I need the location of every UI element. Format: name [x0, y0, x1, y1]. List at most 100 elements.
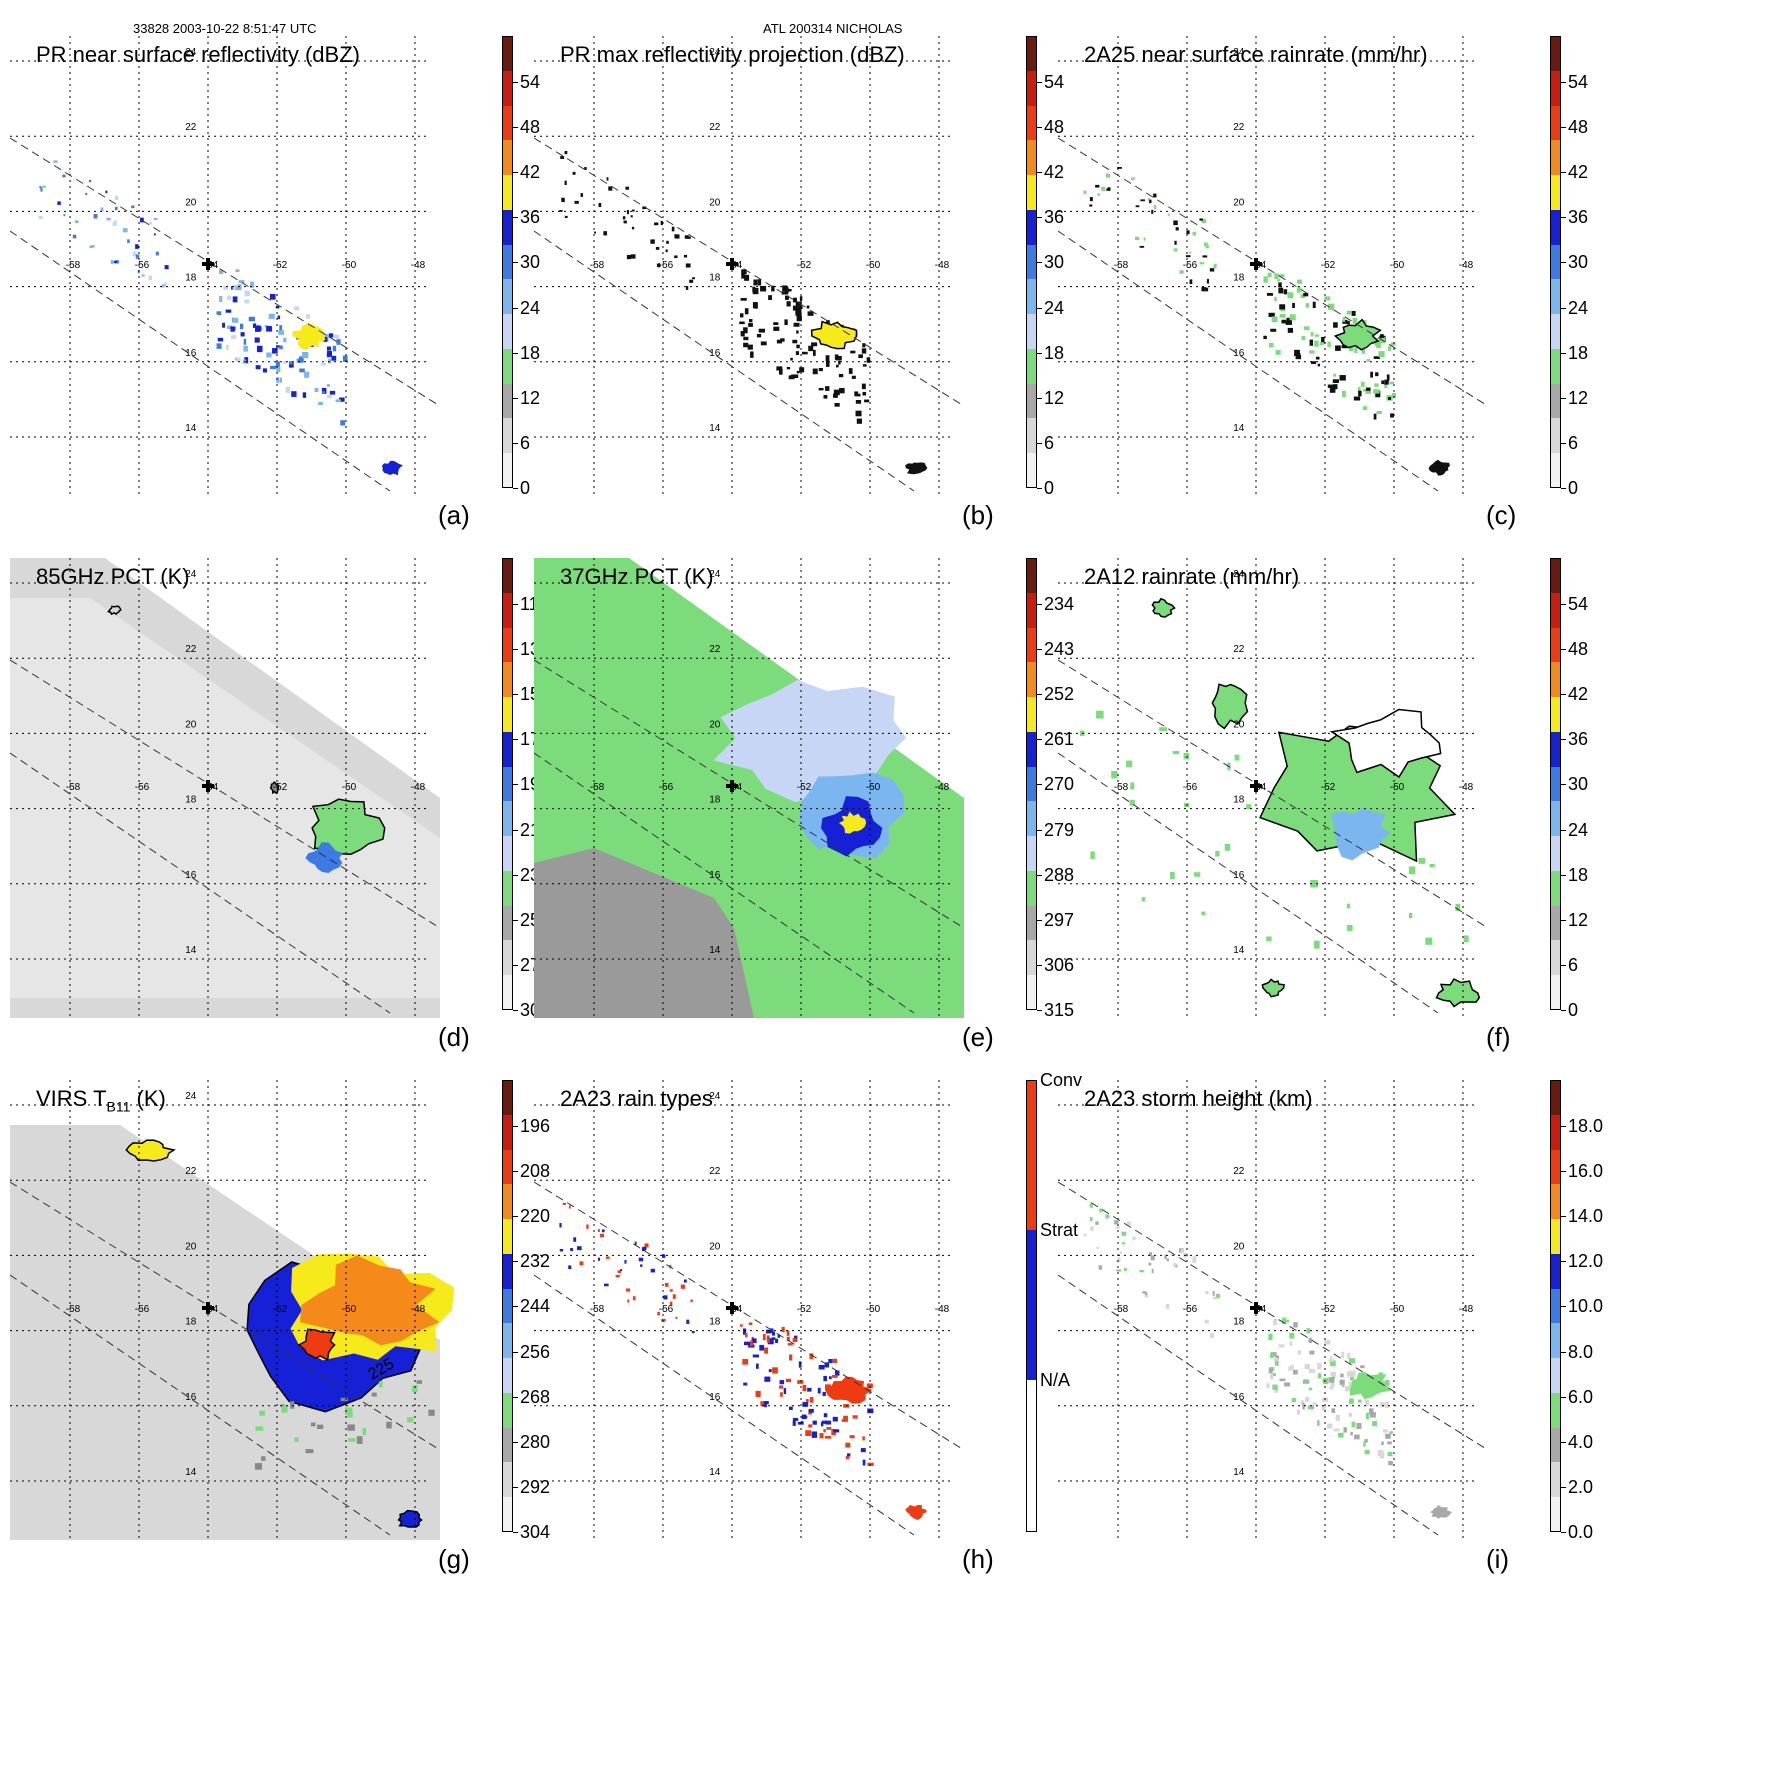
colorbar-tick-mark — [1037, 442, 1042, 444]
pr-echo-west — [164, 282, 167, 287]
panel-title-a: PR near surface reflectivity (dBZ) — [36, 42, 360, 67]
pr-echo — [764, 1401, 769, 1405]
pr-echo — [789, 1354, 793, 1361]
lon-label: -56 — [135, 782, 150, 793]
pr-echo — [786, 1336, 790, 1342]
lat-label: 16 — [709, 348, 721, 359]
pr-echo — [266, 326, 273, 332]
lat-label: 16 — [185, 348, 197, 359]
pr-echo — [256, 345, 263, 353]
pr-echo — [1363, 388, 1369, 392]
lat-label: 22 — [1233, 122, 1245, 133]
colorbar-tick-label: 244 — [520, 1296, 551, 1317]
colorbar-tick-label: 0 — [1568, 999, 1579, 1020]
pr-echo-west — [1119, 1251, 1123, 1254]
lat-label: 22 — [709, 644, 721, 655]
lat-label: 18 — [1233, 273, 1245, 284]
pr-echo — [812, 1420, 817, 1425]
pr-echo — [786, 1330, 790, 1336]
pr-echo — [764, 1376, 771, 1382]
pr-echo-west — [625, 186, 629, 190]
pr-echo-west — [584, 167, 587, 170]
colorbar-tick-mark — [1561, 1126, 1566, 1127]
pr-echo — [1275, 349, 1281, 355]
colorbar-segment — [1550, 697, 1561, 733]
pr-echo — [342, 355, 348, 362]
colorbar-tick-mark — [513, 1171, 518, 1173]
colorbar-tick-label: 304 — [520, 1521, 551, 1542]
pr-echo — [1297, 1409, 1300, 1415]
pr-echo — [1350, 1377, 1355, 1381]
tmi-rain-cell — [1463, 935, 1469, 943]
pr-echo-west — [1096, 1246, 1099, 1250]
colorbar-tick-label: 256 — [520, 1341, 551, 1362]
pr-echo-west — [560, 156, 565, 159]
pr-echo — [1327, 1423, 1333, 1429]
virs-cell — [412, 1385, 418, 1393]
colorbar-tick-mark — [513, 172, 518, 174]
colorbar-tick-mark — [1561, 172, 1566, 174]
swath-edge-south — [1058, 230, 1439, 492]
pct37-warm-region — [534, 848, 754, 1018]
colorbar-tick-mark — [1561, 919, 1566, 921]
colorbar-segment — [1550, 418, 1561, 454]
pr-echo — [807, 1387, 812, 1392]
pr-echo — [792, 1420, 796, 1426]
lon-label: -52 — [1321, 1304, 1336, 1315]
lon-label: -52 — [797, 782, 812, 793]
pr-echo — [806, 305, 810, 309]
colorbar-tick-label: 18 — [1044, 342, 1065, 363]
pr-echo-west — [691, 1330, 695, 1334]
colorbar-frame — [502, 558, 513, 1010]
tmi-rain-cell — [1455, 903, 1461, 911]
pr-echo-west — [658, 263, 661, 268]
lon-label: -50 — [866, 782, 881, 793]
colorbar-tick-label: 220 — [520, 1206, 551, 1227]
colorbar-tick-mark — [513, 1531, 518, 1533]
pr-echo — [225, 309, 232, 313]
pr-echo — [1289, 1341, 1293, 1346]
pr-echo — [238, 280, 245, 283]
colorbar-segment — [1026, 697, 1037, 733]
pr-echo — [1378, 351, 1385, 358]
pr-echo-west — [1107, 187, 1111, 191]
pr-echo-west — [1192, 232, 1196, 236]
colorbar-tick-mark — [1037, 82, 1042, 83]
pr-echo — [288, 361, 293, 365]
pr-echo — [760, 1401, 765, 1407]
lon-label: -58 — [66, 1304, 81, 1315]
pr-echo — [244, 357, 249, 364]
pr-echo-west — [1209, 1333, 1215, 1338]
pr-echo — [833, 1429, 840, 1433]
tmi-rain-cell — [1286, 813, 1294, 819]
pr-echo — [766, 1329, 771, 1334]
pr-echo — [834, 1370, 840, 1376]
pr-echo — [1344, 1386, 1351, 1392]
pr-echo — [1309, 1350, 1315, 1355]
colorbar-tick-mark — [1561, 1306, 1566, 1308]
pr-echo-west — [1174, 240, 1177, 245]
pr-echo-west — [669, 1289, 673, 1292]
pr-echo-west — [114, 195, 119, 201]
virs-cell — [281, 1405, 288, 1413]
colorbar-tick-mark — [513, 964, 518, 966]
panel-letter-c: (c) — [1486, 500, 1517, 530]
pr-echo — [820, 1421, 824, 1427]
colorbar-tick-mark — [1037, 487, 1042, 489]
pr-echo — [809, 1397, 814, 1403]
lon-label: -48 — [1459, 782, 1474, 793]
colorbar-tick-label: 30 — [1044, 252, 1065, 273]
pr-echo — [1268, 1368, 1273, 1374]
colorbar-segment — [1550, 175, 1561, 211]
virs-cell — [347, 1424, 355, 1431]
pr-echo — [1293, 1322, 1298, 1328]
pr-echo — [223, 285, 229, 290]
pr-echo-west — [674, 234, 680, 239]
pr-echo-west — [1151, 209, 1154, 214]
colorbar-segment — [1026, 140, 1037, 176]
colorbar-tick-label: 48 — [1044, 117, 1065, 138]
rain-core — [1333, 318, 1382, 351]
pr-echo — [1333, 1428, 1340, 1432]
pr-echo — [740, 297, 747, 301]
